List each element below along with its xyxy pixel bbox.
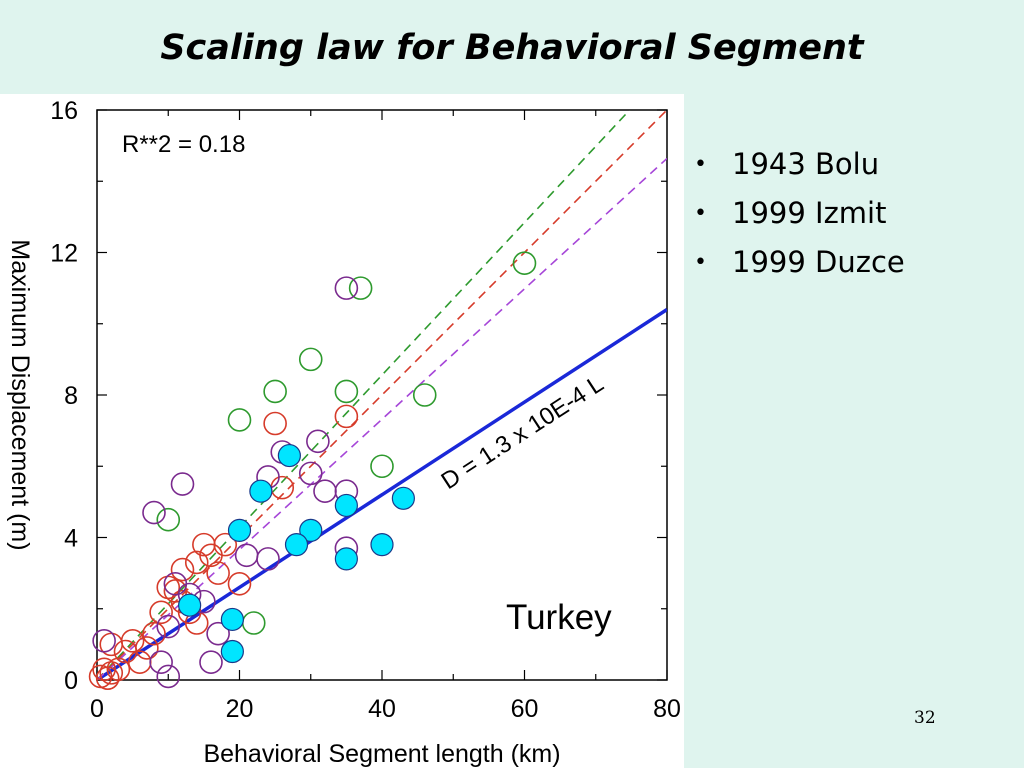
- x-tick-label: 40: [368, 695, 396, 723]
- data-point: [370, 454, 394, 479]
- data-point: [227, 518, 252, 542]
- data-point: [241, 611, 266, 635]
- data-point: [412, 383, 437, 407]
- bullet-icon: •: [694, 152, 707, 177]
- slide-number: 32: [914, 708, 936, 728]
- data-point: [178, 593, 202, 617]
- data-point: [156, 507, 181, 532]
- data-point: [298, 461, 323, 486]
- data-point: [512, 251, 537, 275]
- data-point: [95, 666, 120, 691]
- x-tick-label: 80: [653, 695, 681, 723]
- data-point: [234, 543, 259, 568]
- data-point: [142, 621, 166, 646]
- data-point: [156, 664, 181, 689]
- data-point: [299, 518, 323, 542]
- x-tick-label: 0: [90, 695, 104, 723]
- data-point: [206, 621, 230, 646]
- data-point: [334, 404, 359, 429]
- data-point: [206, 561, 230, 585]
- data-point: [334, 276, 359, 300]
- r2-annotation: R**2 = 0.18: [122, 131, 245, 158]
- y-tick-label: 16: [50, 97, 78, 125]
- fit-line: [97, 308, 667, 680]
- axes-group: 0 20 40 60 80 0 4 8 12 16: [50, 97, 681, 723]
- data-point: [306, 429, 330, 454]
- x-tick-label: 20: [226, 695, 254, 723]
- y-tick-label: 8: [64, 382, 78, 410]
- data-point: [391, 486, 415, 510]
- data-point: [149, 600, 173, 625]
- data-point: [170, 472, 195, 496]
- data-point: [127, 650, 152, 674]
- data-point: [199, 650, 223, 674]
- data-point: [220, 639, 244, 664]
- data-point: [199, 543, 223, 568]
- data-point: [298, 347, 323, 372]
- chart-panel: 0 20 40 60 80 0 4 8 12 16 Behavioral Segment leng…: [0, 94, 684, 768]
- slide-title: Scaling law for Behavioral Segment: [160, 28, 864, 68]
- points-group: [88, 251, 537, 691]
- fit-lines-group: [97, 110, 667, 680]
- data-point: [92, 629, 116, 653]
- data-point: [227, 572, 252, 596]
- data-point: [263, 379, 287, 404]
- y-tick-label: 0: [64, 667, 78, 695]
- data-point: [156, 614, 181, 639]
- data-point: [142, 500, 166, 525]
- data-point: [256, 547, 280, 571]
- event-label: 1943 Bolu: [732, 147, 880, 181]
- bullet-icon: •: [694, 250, 707, 275]
- data-point: [334, 379, 359, 404]
- event-item: • 1999 Izmit: [694, 189, 905, 238]
- dashed-line: [97, 110, 631, 680]
- data-point: [249, 479, 273, 503]
- y-tick-label: 4: [64, 525, 78, 553]
- data-point: [334, 493, 358, 518]
- data-point: [220, 607, 244, 632]
- fit-line-label: D = 1.3 x 10E-4 L: [437, 370, 609, 495]
- y-axis-label: Maximum Displacement (m): [6, 239, 34, 550]
- region-annotation: Turkey: [506, 598, 612, 637]
- data-point: [284, 533, 309, 557]
- data-point: [313, 479, 337, 503]
- x-tick-label: 60: [511, 695, 539, 723]
- x-axis-label: Behavioral Segment length (km): [203, 740, 560, 768]
- event-list: • 1943 Bolu • 1999 Izmit • 1999 Duzce: [694, 140, 905, 287]
- dashed-line: [97, 157, 667, 680]
- scatter-chart: 0 20 40 60 80 0 4 8 12 16 Behavioral Segment leng…: [6, 97, 681, 768]
- data-point: [170, 557, 195, 582]
- data-point: [277, 443, 301, 468]
- event-label: 1999 Duzce: [732, 245, 905, 279]
- data-point: [99, 661, 124, 685]
- data-point: [184, 550, 209, 575]
- title-band: [0, 0, 1024, 94]
- y-tick-label: 12: [50, 240, 78, 268]
- data-point: [348, 276, 373, 300]
- data-point: [263, 411, 287, 436]
- bullet-icon: •: [694, 201, 707, 226]
- data-point: [227, 408, 252, 432]
- data-point: [149, 650, 173, 674]
- event-item: • 1999 Duzce: [694, 238, 905, 287]
- data-point: [334, 547, 358, 571]
- event-label: 1999 Izmit: [732, 196, 887, 230]
- data-point: [370, 533, 394, 557]
- event-item: • 1943 Bolu: [694, 140, 905, 189]
